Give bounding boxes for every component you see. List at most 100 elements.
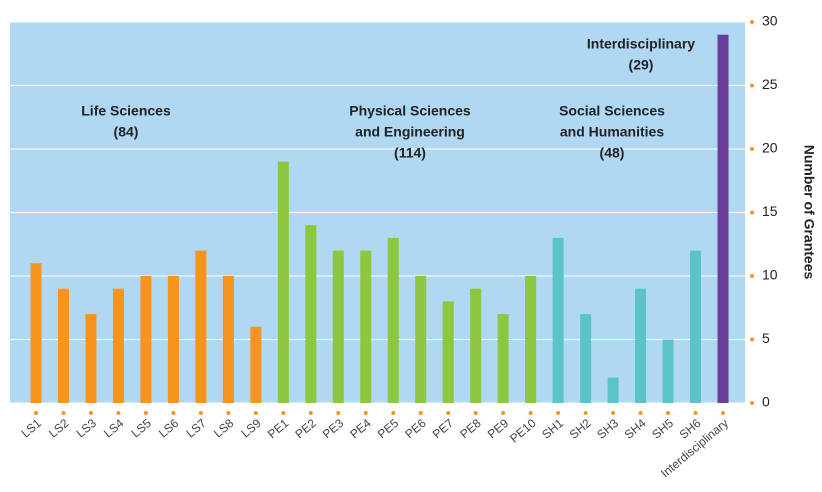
x-tick-dot — [61, 411, 66, 415]
bar — [140, 276, 152, 403]
x-tick-dot — [446, 411, 451, 415]
y-tick-dot — [750, 20, 754, 24]
bar — [277, 161, 289, 403]
bar — [442, 301, 454, 403]
bar — [470, 288, 482, 403]
bar — [635, 288, 647, 403]
group-annotation: (114) — [394, 145, 426, 161]
y-tick-label: 10 — [762, 267, 778, 283]
y-tick-dot — [750, 210, 754, 215]
y-tick-dot — [750, 274, 754, 278]
x-tick-dot — [116, 411, 121, 415]
y-axis-label: Number of Grantees — [801, 145, 817, 280]
x-tick-dot — [253, 411, 258, 415]
bar — [250, 326, 262, 403]
group-annotation: (48) — [600, 145, 625, 161]
x-tick-label: SH2 — [567, 416, 594, 442]
x-tick-dot — [611, 411, 616, 415]
x-tick-label: LS6 — [156, 416, 182, 441]
bar — [167, 276, 179, 403]
x-tick-label: LS3 — [74, 416, 100, 441]
y-tick-label: 5 — [762, 330, 770, 346]
bar — [332, 250, 344, 403]
bar — [525, 276, 537, 403]
x-tick-label: PE4 — [347, 416, 374, 442]
x-tick-label: LS7 — [183, 416, 209, 441]
x-tick-label: SH3 — [594, 416, 621, 442]
x-tick-dot — [198, 411, 203, 415]
bar — [607, 377, 619, 403]
x-tick-dot — [418, 411, 423, 415]
bar — [552, 237, 564, 403]
x-tick-dot — [336, 411, 341, 415]
group-annotation: Life Sciences — [81, 103, 171, 119]
group-annotation: Social Sciences — [559, 103, 665, 119]
x-tick-label: PE3 — [320, 416, 347, 442]
y-tick-label: 15 — [762, 203, 778, 219]
bar — [57, 288, 69, 403]
x-tick-label: LS8 — [211, 416, 237, 441]
x-tick-dot — [226, 411, 231, 415]
bar — [360, 250, 372, 403]
x-tick-label: LS1 — [19, 416, 45, 441]
bar — [112, 288, 124, 403]
x-tick-dot — [281, 411, 286, 415]
y-tick-label: 0 — [762, 394, 770, 410]
y-tick-label: 20 — [762, 140, 778, 156]
x-tick-dot — [33, 411, 38, 415]
x-tick-label: SH1 — [539, 416, 566, 442]
x-tick-label: LS9 — [238, 416, 264, 441]
y-tick-dot — [750, 147, 754, 151]
x-tick-label: LS4 — [101, 416, 127, 441]
x-tick-label: PE9 — [485, 416, 512, 442]
x-tick-label: PE8 — [457, 416, 484, 442]
y-tick-label: 30 — [762, 13, 778, 29]
x-tick-label: PE5 — [375, 416, 402, 442]
bar — [662, 339, 674, 403]
x-tick-dot — [473, 411, 478, 415]
bar — [305, 225, 317, 403]
y-tick-label: 25 — [762, 76, 778, 92]
bar — [30, 263, 42, 403]
group-annotation: Physical Sciences — [349, 103, 471, 119]
group-annotation: (29) — [629, 57, 654, 73]
group-annotation: and Engineering — [355, 124, 465, 140]
bar — [690, 250, 702, 403]
x-tick-dot — [693, 411, 698, 415]
x-tick-dot — [666, 411, 671, 415]
x-tick-label: PE7 — [430, 416, 457, 442]
x-tick-label: LS2 — [46, 416, 72, 441]
bar — [580, 314, 592, 403]
x-tick-dot — [638, 411, 643, 415]
bar — [222, 276, 234, 403]
x-tick-label: SH4 — [622, 416, 649, 442]
group-annotation: (84) — [114, 124, 139, 140]
x-tick-dot — [391, 411, 396, 415]
bar — [415, 276, 427, 403]
bar — [387, 237, 399, 403]
y-tick-dot — [750, 337, 754, 342]
x-tick-dot — [308, 411, 313, 415]
y-tick-dot — [750, 401, 754, 405]
x-tick-label: PE1 — [265, 416, 292, 442]
x-tick-dot — [501, 411, 506, 415]
x-tick-dot — [363, 411, 368, 415]
bar — [195, 250, 207, 403]
bar — [497, 314, 509, 403]
x-tick-label: SH5 — [649, 416, 676, 442]
x-tick-dot — [556, 411, 561, 415]
x-tick-dot — [721, 411, 726, 415]
x-tick-dot — [528, 411, 533, 415]
bar — [85, 314, 97, 403]
x-tick-label: PE6 — [402, 416, 429, 442]
y-tick-dot — [750, 83, 754, 88]
bar — [717, 34, 729, 403]
x-tick-dot — [88, 411, 93, 415]
x-tick-dot — [583, 411, 588, 415]
group-annotation: Interdisciplinary — [587, 36, 695, 52]
x-tick-dot — [171, 411, 176, 415]
x-tick-label: PE2 — [292, 416, 319, 442]
x-tick-label: LS5 — [129, 416, 155, 441]
x-tick-dot — [143, 411, 148, 415]
